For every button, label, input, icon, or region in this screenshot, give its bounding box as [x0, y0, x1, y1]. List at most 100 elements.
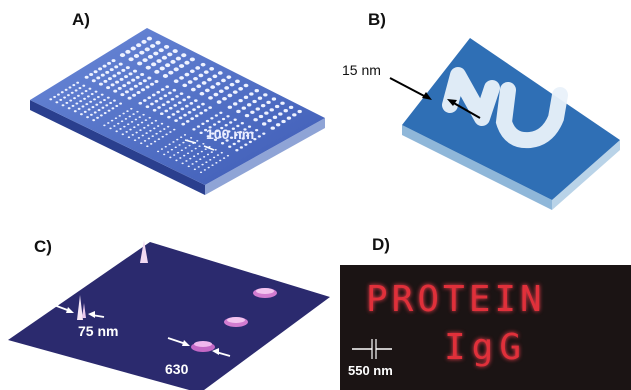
- nanodot: [67, 94, 70, 97]
- nanodot: [218, 135, 222, 139]
- nanodot: [212, 123, 217, 126]
- nanodot: [201, 102, 205, 106]
- nanodot: [110, 119, 114, 122]
- fluorescence-image: PROTEIN IgG 550 nm: [340, 265, 631, 390]
- nanodot: [238, 87, 244, 91]
- nanodot: [196, 84, 202, 89]
- nanodot: [257, 96, 263, 100]
- nanodot: [208, 126, 212, 129]
- nanodot: [263, 93, 268, 97]
- nanodot: [136, 123, 140, 126]
- nanodot: [257, 135, 261, 138]
- nanodot: [243, 83, 249, 88]
- nanodot: [215, 129, 219, 132]
- nanodot-array: [49, 36, 302, 174]
- nanodot: [227, 93, 233, 98]
- nanodot: [176, 151, 180, 154]
- nanodot: [83, 110, 87, 113]
- nanodot: [264, 111, 269, 115]
- nanodot: [73, 97, 76, 100]
- nanodot: [78, 87, 82, 90]
- nanodot: [147, 76, 152, 80]
- nanodot: [146, 36, 153, 41]
- nanodot: [202, 142, 205, 145]
- nanodot: [161, 135, 164, 138]
- nanodot: [216, 154, 220, 156]
- nanodot: [114, 117, 118, 120]
- nanodot: [142, 113, 145, 116]
- nanodot: [143, 139, 147, 142]
- nanodot: [169, 156, 172, 159]
- nanodot: [150, 44, 156, 49]
- nanodot: [169, 131, 172, 133]
- nanodot: [135, 131, 138, 134]
- nanodot: [194, 147, 197, 150]
- nanodot: [201, 122, 205, 126]
- nanodot: [168, 143, 171, 146]
- nanodot: [188, 144, 191, 147]
- nanodot: [144, 47, 150, 52]
- panel-d-label: D): [372, 235, 390, 254]
- nanodot: [156, 59, 162, 63]
- nanodot: [280, 101, 285, 105]
- nanodot: [199, 171, 203, 174]
- nanodot: [160, 148, 164, 150]
- nanodot: [70, 91, 74, 94]
- nanodot: [159, 130, 162, 133]
- nanodot: [252, 99, 257, 104]
- nanodot: [206, 135, 210, 138]
- nanodot: [172, 49, 178, 54]
- panel-c-label: C): [34, 237, 52, 256]
- nanodot: [218, 89, 224, 94]
- nanodot: [119, 128, 122, 130]
- nanodot: [141, 39, 147, 44]
- nanodot: [183, 134, 187, 136]
- nanodot: [226, 75, 232, 79]
- nanodot: [92, 119, 96, 122]
- nanodot: [132, 113, 135, 116]
- nanodot: [161, 103, 166, 107]
- nanodot: [221, 117, 226, 121]
- nanodot: [145, 65, 151, 70]
- nanodot: [233, 118, 237, 121]
- nanodot: [186, 95, 191, 99]
- nanodot: [110, 83, 115, 87]
- panel-b: B) 15 nm: [320, 0, 631, 210]
- nanodot: [139, 129, 142, 132]
- nanodot: [187, 111, 192, 114]
- nanodot: [119, 77, 124, 81]
- nanodot: [65, 101, 69, 104]
- nanodot: [111, 107, 115, 110]
- nanodot: [236, 109, 241, 114]
- nanodot: [117, 122, 120, 125]
- nanodot: [217, 71, 223, 75]
- nanodot: [109, 101, 113, 105]
- nanodot: [129, 87, 134, 91]
- nanodot: [178, 144, 181, 146]
- nanodot: [97, 109, 101, 112]
- nanodot: [196, 105, 201, 109]
- nanodot: [196, 125, 201, 128]
- nanodot: [87, 108, 91, 111]
- nanodot: [136, 110, 139, 113]
- nanodot: [155, 132, 158, 135]
- nanodot: [93, 70, 98, 74]
- nanodot: [153, 127, 156, 130]
- panel-d: D) PROTEIN IgG 550 nm: [320, 225, 631, 390]
- nanodot: [226, 115, 230, 118]
- nanodot: [82, 84, 86, 87]
- nanodot: [125, 49, 131, 54]
- nanodot: [160, 122, 164, 125]
- nanodot: [255, 107, 260, 111]
- nanodot: [179, 76, 184, 80]
- nanodot: [179, 92, 184, 96]
- nanodot: [177, 101, 182, 105]
- nanodot: [49, 98, 53, 101]
- nanodot: [201, 81, 207, 85]
- nanodot: [68, 86, 72, 89]
- nanodot: [215, 81, 221, 86]
- nanodot: [114, 65, 119, 69]
- nanodot: [275, 123, 281, 127]
- nanodot: [167, 115, 171, 119]
- nanodot: [197, 166, 200, 168]
